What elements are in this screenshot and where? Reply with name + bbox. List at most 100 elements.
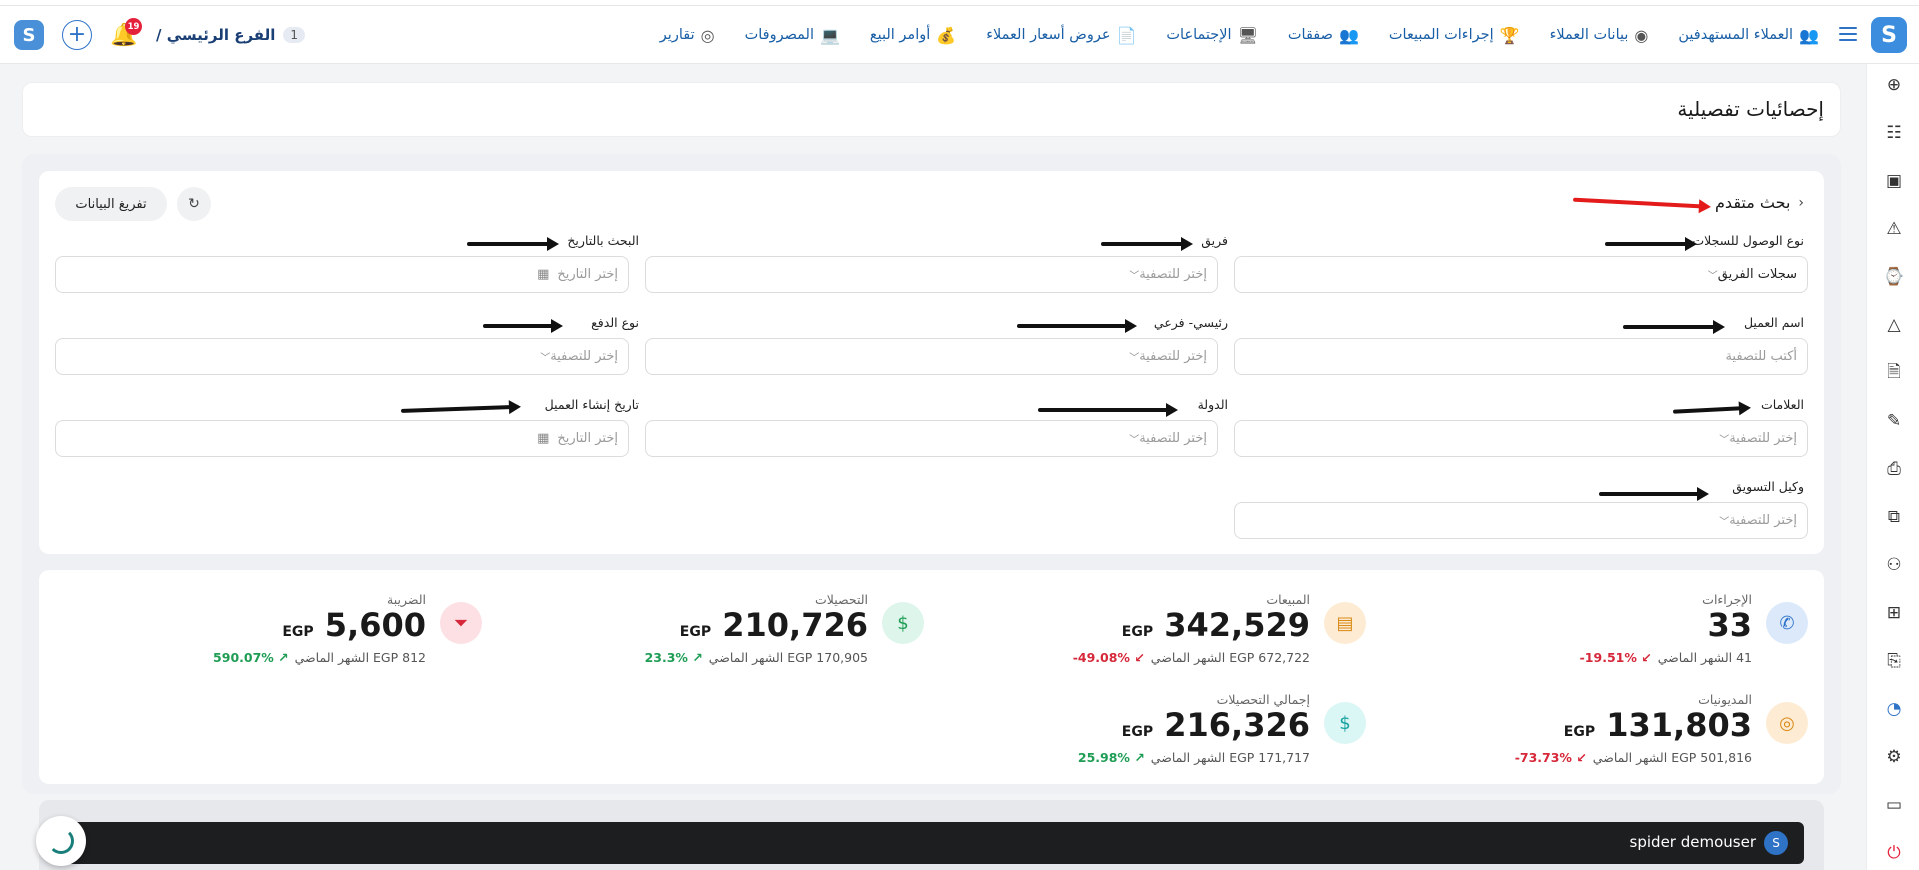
team-icon[interactable]: ☷ [1886, 123, 1902, 143]
power-icon[interactable]: ⏻ [1887, 843, 1901, 863]
pen-icon[interactable]: ✎ [1886, 411, 1902, 431]
stat-debts: ◎ المديونيات 131,803 EGP 501,816 EGP الش… [1388, 692, 1808, 772]
add-document-icon[interactable]: ⊕ [1886, 75, 1902, 95]
nav-item-reports[interactable]: ◎ تقارير [660, 26, 715, 45]
chevron-down-icon: ﹀ [1129, 271, 1140, 282]
country-select[interactable]: إختر للتصفية ﹀ [645, 420, 1218, 457]
stat-comparison: 171,717 EGP الشهر الماضي ↗ 25.98% [1078, 750, 1310, 765]
page-title: إحصائيات تفصيلية [1677, 97, 1824, 121]
coins-icon: ◎ [1766, 702, 1808, 744]
currency: EGP [1563, 724, 1596, 740]
annotation-arrow [1038, 403, 1178, 417]
marketing-agent-label: وكيل التسويق [1732, 479, 1804, 494]
marketing-agent-placeholder: إختر للتصفية [1729, 513, 1797, 528]
reports-icon: ◎ [700, 25, 715, 45]
chevron-down-icon: ﹀ [1707, 271, 1718, 282]
printer-icon[interactable]: ⎙ [1887, 459, 1901, 479]
nav-item-expenses[interactable]: 💻 المصروفات [745, 26, 840, 45]
advanced-search-toggle[interactable]: ‹ بحث متقدم [1715, 193, 1804, 212]
stat-label: التحصيلات [815, 592, 868, 607]
customer-data-icon: ◉ [1634, 25, 1649, 45]
top-nav: 👥 العملاء المستهدفين ◉ بيانات العملاء 🏆 إجر… [660, 6, 1819, 64]
date-search-input[interactable]: إختر التاريخ ▦ [55, 256, 629, 293]
date-search-label: البحث بالتاريخ [567, 233, 639, 248]
tags-select[interactable]: إختر للتصفية ﹀ [1234, 420, 1808, 457]
statistics-card: ✆ الإجراءات 33 41 الشهر الماضي ↙ 19.51%-… [39, 570, 1824, 784]
customer-created-label: تاريخ إنشاء العميل [544, 397, 639, 412]
chevron-down-icon: ﹀ [1129, 435, 1140, 446]
team-label: فريق [1201, 233, 1228, 248]
stat-tax: ⏷ الضريبة 5,600 EGP 812 EGP الشهر الماضي… [62, 592, 482, 672]
value: 5,600 [324, 606, 426, 644]
add-button[interactable]: + [62, 20, 92, 50]
nav-item-price-quotes[interactable]: 📄 عروض أسعار العملاء [986, 26, 1136, 45]
annotation-arrow [1017, 319, 1137, 333]
file-money-icon[interactable]: ⎘ [1887, 651, 1901, 671]
stat-prev: 170,905 EGP الشهر الماضي [708, 650, 868, 665]
customer-created-date-input[interactable]: إختر التاريخ ▦ [55, 420, 629, 457]
window-icon[interactable]: ▭ [1885, 795, 1903, 815]
red-annotation-arrow [1572, 197, 1702, 209]
user-bar[interactable]: S spider demouser [58, 822, 1804, 864]
stat-label: المديونيات [1698, 692, 1752, 707]
main-sub-select[interactable]: إختر للتصفية ﹀ [645, 338, 1218, 375]
value: 210,726 [722, 606, 868, 644]
value: 342,529 [1164, 606, 1310, 644]
refresh-button[interactable]: ↻ [177, 187, 211, 221]
landscape-icon[interactable]: △ [1887, 315, 1901, 335]
marketing-agent-select[interactable]: إختر للتصفية ﹀ [1234, 502, 1808, 539]
nav-item-sales-actions[interactable]: 🏆 إجراءات المبيعات [1389, 26, 1520, 45]
notification-count-badge: 19 [125, 18, 142, 35]
loading-spinner-icon [36, 816, 86, 866]
app-logo[interactable]: S [1871, 17, 1907, 53]
hamburger-menu-icon[interactable] [1839, 27, 1857, 41]
top-bar: S 👥 العملاء المستهدفين ◉ بيانات العملاء 🏆 إ… [0, 6, 1919, 64]
invoice-icon[interactable]: 🗎 [1887, 361, 1901, 382]
user-settings-icon[interactable]: ⚇ [1886, 555, 1902, 575]
sales-orders-icon: 💰 [936, 25, 957, 45]
reset-data-button[interactable]: تفريغ البيانات [55, 187, 167, 221]
nav-item-target-customers[interactable]: 👥 العملاء المستهدفين [1678, 26, 1819, 45]
pct-value: 25.98% [1077, 750, 1130, 765]
nav-item-customer-data[interactable]: ◉ بيانات العملاء [1550, 26, 1649, 45]
stat-prev: 501,816 EGP الشهر الماضي [1592, 750, 1752, 765]
stat-actions: ✆ الإجراءات 33 41 الشهر الماضي ↙ 19.51%- [1388, 592, 1808, 672]
branch-name: الفرع الرئيسي / [156, 26, 276, 44]
stat-collections: $ التحصيلات 210,726 EGP 170,905 EGP الشه… [504, 592, 924, 672]
watch-icon[interactable]: ⌚ [1883, 267, 1905, 287]
gear-icon[interactable]: ⚙ [1886, 747, 1902, 767]
money-hand-icon: $ [1324, 702, 1366, 744]
country-placeholder: إختر للتصفية [1139, 431, 1207, 446]
stat-pct: ↙ 49.08%- [1072, 650, 1145, 665]
stat-value: 131,803 EGP [1560, 706, 1752, 744]
access-type-select[interactable]: سجلات الفريق ﹀ [1234, 256, 1808, 293]
boxes-icon[interactable]: ⧉ [1887, 507, 1901, 527]
warning-icon[interactable]: ⚠ [1886, 219, 1902, 239]
nav-item-deals[interactable]: 👥 صفقات [1288, 26, 1359, 45]
access-type-value: سجلات الفريق [1717, 267, 1797, 282]
pct-value: 49.08%- [1072, 650, 1130, 665]
customer-name-input[interactable]: أكتب للتصفية [1234, 338, 1808, 375]
stat-comparison: 170,905 EGP الشهر الماضي ↗ 23.3% [645, 650, 868, 665]
date-search-placeholder: إختر التاريخ [557, 267, 618, 282]
nav-label: العملاء المستهدفين [1678, 27, 1794, 43]
branch-selector[interactable]: 1 الفرع الرئيسي / [156, 26, 306, 44]
stat-sales: ▤ المبيعات 342,529 EGP 672,722 EGP الشهر… [946, 592, 1366, 672]
stat-value: 216,326 EGP [1118, 706, 1310, 744]
statistics-icon[interactable]: ◔ [1886, 699, 1902, 719]
app-switcher-logo[interactable]: S [14, 20, 44, 50]
payment-type-select[interactable]: إختر للتصفية ﹀ [55, 338, 629, 375]
advanced-search-card: ‹ بحث متقدم ↻ تفريغ البيانات نوع الوصول … [39, 171, 1824, 554]
chevron-left-icon: ‹ [1798, 194, 1804, 211]
nav-item-sales-orders[interactable]: 💰 أوامر البيع [870, 26, 956, 45]
cash-icon[interactable]: ▣ [1885, 171, 1903, 191]
sales-icon: ▤ [1324, 602, 1366, 644]
stat-value: 210,726 EGP [676, 606, 868, 644]
calendar-icon: ▦ [537, 431, 550, 446]
notifications-button[interactable]: 🔔 19 [110, 18, 142, 50]
add-file-icon[interactable]: ⊞ [1886, 603, 1902, 623]
stat-pct: ↗ 590.07% [213, 650, 289, 665]
money-hand-icon: $ [882, 602, 924, 644]
team-select[interactable]: إختر للتصفية ﹀ [645, 256, 1218, 293]
nav-item-meetings[interactable]: 🖥 الإجتماعات [1166, 26, 1257, 45]
